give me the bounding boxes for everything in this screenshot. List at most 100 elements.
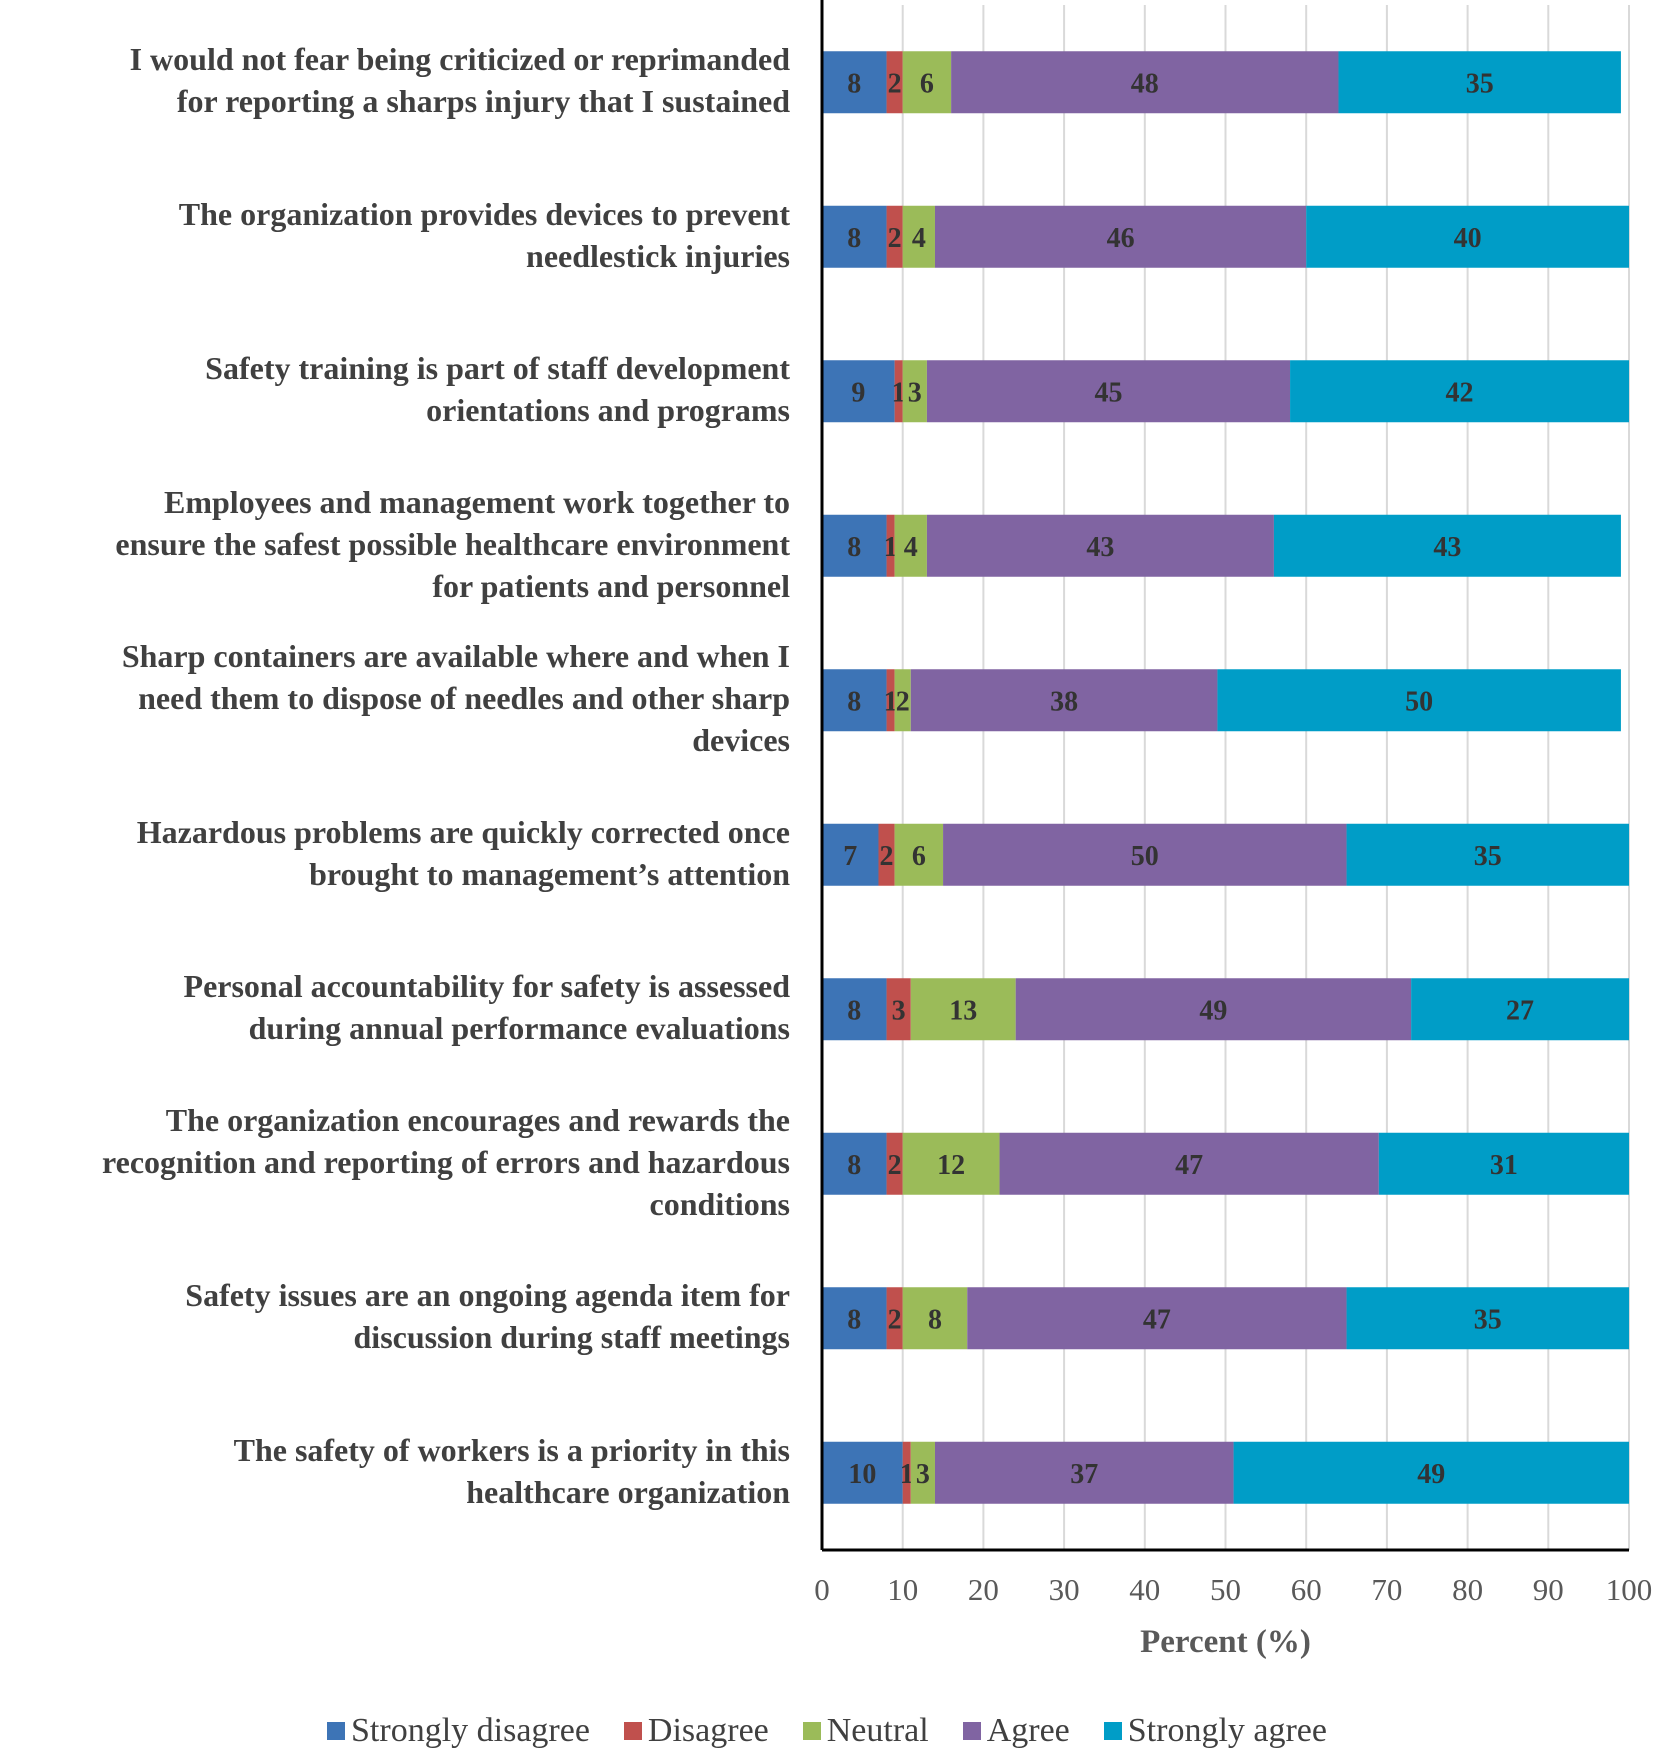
data-label: 8: [847, 223, 861, 254]
bar-segment: [822, 1132, 887, 1195]
x-tick-label: 100: [1606, 1572, 1653, 1607]
bar-segment: [902, 1132, 1000, 1195]
category-label: Sharp containers are available where and…: [121, 638, 790, 759]
bar-segment: [1233, 1441, 1629, 1504]
data-label: 4: [904, 532, 918, 563]
category-label: The organization encourages and rewards …: [101, 1101, 790, 1222]
bar-segment: [822, 978, 887, 1041]
bar-segment: [886, 1287, 903, 1350]
x-tick-label: 20: [968, 1572, 999, 1607]
bar-segment: [1338, 51, 1621, 114]
data-label: 1: [892, 377, 906, 408]
bar-segment: [886, 669, 895, 732]
bar-segment: [1346, 823, 1629, 886]
legend-label: Agree: [986, 1712, 1070, 1749]
data-label: 3: [892, 995, 906, 1026]
legend-label: Disagree: [647, 1712, 769, 1749]
bar-segment: [894, 360, 903, 423]
data-label: 42: [1446, 377, 1474, 408]
x-tick-label: 80: [1452, 1572, 1483, 1607]
bar-segment: [926, 360, 1291, 423]
data-label: 2: [888, 223, 902, 254]
data-label: 12: [937, 1150, 965, 1181]
legend: Strongly disagree Disagree Neutral Agree Str…: [0, 1712, 1654, 1750]
bar-segment: [910, 669, 1218, 732]
data-label: 8: [847, 532, 861, 563]
legend-item: Strongly disagree: [327, 1712, 590, 1750]
bar-segment: [822, 1287, 887, 1350]
data-label: 48: [1131, 68, 1159, 99]
bar-segment: [1217, 669, 1621, 732]
x-tick-label: 40: [1129, 1572, 1160, 1607]
data-label: 2: [888, 1150, 902, 1181]
data-label: 2: [888, 1304, 902, 1335]
category-label: The organization provides devices to pre…: [178, 195, 790, 274]
legend-item: Disagree: [623, 1712, 769, 1750]
data-label: 10: [848, 1459, 876, 1490]
data-label: 1: [900, 1459, 914, 1490]
data-label: 47: [1175, 1150, 1203, 1181]
data-label: 3: [916, 1459, 930, 1490]
legend-swatch: [327, 1722, 346, 1740]
data-label: 8: [847, 686, 861, 717]
data-label: 37: [1070, 1459, 1098, 1490]
data-label: 3: [908, 377, 922, 408]
data-label: 49: [1199, 995, 1227, 1026]
data-label: 35: [1474, 841, 1502, 872]
bar-segment: [822, 51, 887, 114]
bar-segment: [934, 205, 1307, 268]
bar-segment: [878, 823, 895, 886]
data-label: 8: [928, 1304, 942, 1335]
bar-segment: [943, 823, 1347, 886]
legend-swatch: [1103, 1722, 1122, 1740]
category-label: Safety issues are an ongoing agenda item…: [185, 1277, 790, 1356]
x-axis-title: Percent (%): [1140, 1624, 1311, 1660]
data-label: 4: [912, 223, 926, 254]
data-label: 43: [1433, 532, 1461, 563]
x-tick-label: 0: [814, 1572, 830, 1607]
bar-segment: [886, 978, 911, 1041]
bar-segment: [934, 1441, 1234, 1504]
bar-segment: [886, 205, 903, 268]
data-label: 49: [1417, 1459, 1445, 1490]
data-label: 45: [1094, 377, 1122, 408]
bar-segment: [902, 1441, 911, 1504]
bar-segment: [1411, 978, 1629, 1041]
bar-segment: [822, 360, 895, 423]
bar-segment: [822, 823, 879, 886]
data-label: 27: [1506, 995, 1534, 1026]
data-label: 50: [1131, 841, 1159, 872]
bar-segment: [894, 823, 944, 886]
bar-segment: [894, 514, 927, 577]
bar-segment: [902, 1287, 968, 1350]
bar-segment: [910, 978, 1016, 1041]
data-label: 2: [880, 841, 894, 872]
data-label: 40: [1454, 223, 1482, 254]
data-label: 8: [847, 68, 861, 99]
bar-segment: [902, 51, 952, 114]
data-label: 13: [949, 995, 977, 1026]
data-label: 1: [884, 532, 898, 563]
data-label: 31: [1490, 1150, 1518, 1181]
bar-segment: [1290, 360, 1629, 423]
bar-segment: [894, 669, 911, 732]
data-label: 8: [847, 1304, 861, 1335]
data-label: 1: [884, 686, 898, 717]
bar-segment: [902, 360, 927, 423]
bar-segment: [910, 1441, 935, 1504]
legend-label: Strongly disagree: [351, 1712, 590, 1749]
category-label: The safety of workers is a priority in t…: [233, 1431, 790, 1510]
bar-segment: [1378, 1132, 1629, 1195]
bar-segment: [926, 514, 1274, 577]
data-label: 8: [847, 995, 861, 1026]
data-label: 35: [1474, 1304, 1502, 1335]
legend-swatch: [623, 1722, 642, 1740]
legend-swatch: [802, 1722, 821, 1740]
data-label: 47: [1143, 1304, 1171, 1335]
bar-segment: [1346, 1287, 1629, 1350]
data-label: 50: [1405, 686, 1433, 717]
bar-segment: [1306, 205, 1629, 268]
legend-label: Neutral: [826, 1712, 929, 1749]
bar-segment: [886, 1132, 903, 1195]
